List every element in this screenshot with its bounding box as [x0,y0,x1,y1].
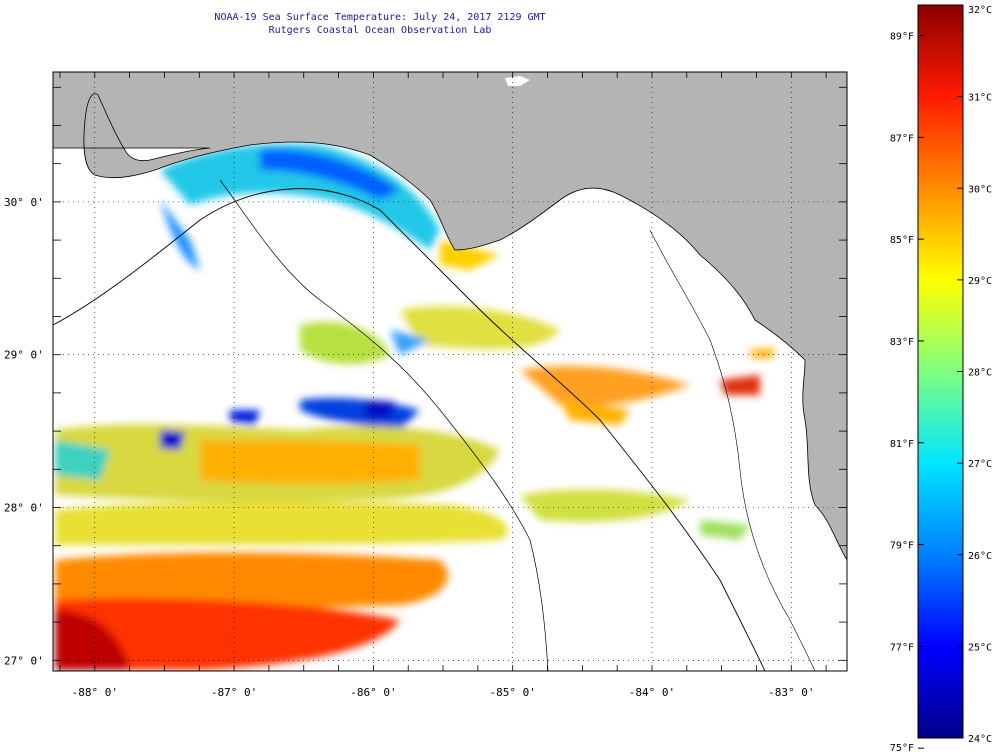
celsius-label: 29°C [968,276,992,287]
celsius-label: 27°C [968,459,992,470]
fahrenheit-label: 83°F [890,337,914,348]
bay-shape [505,76,530,86]
colorbar-scale [917,4,964,739]
fahrenheit-label: 85°F [890,235,914,246]
fahrenheit-label: 87°F [890,133,914,144]
graticule [53,72,847,671]
celsius-label: 24°C [968,734,992,745]
fahrenheit-label: 77°F [890,642,914,653]
celsius-label: 25°C [968,642,992,653]
lon-tick-label: -84° 0' [629,686,675,699]
fahrenheit-label: 89°F [890,32,914,43]
map-frame [52,71,848,672]
celsius-label: 30°C [968,184,992,195]
lon-tick-label: -88° 0' [72,686,118,699]
lon-tick-label: -86° 0' [350,686,396,699]
land-masses [53,72,847,561]
coast-contour [649,229,816,671]
bathymetry-contour [53,188,766,671]
latitude-labels: 30° 0' 29° 0' 28° 0' 27° 0' [4,196,44,667]
colorbar-labels: 32°C 31°C 30°C 29°C 28°C 27°C 26°C 25°C 24°C 89°F… [890,4,992,754]
lat-tick-label: 27° 0' [4,654,44,667]
lat-tick-label: 30° 0' [4,196,44,209]
celsius-label: 32°C [968,5,992,16]
celsius-label: 31°C [968,93,992,104]
map-subtitle: Rutgers Coastal Ocean Observation Lab [268,25,492,36]
lon-tick-label: -85° 0' [490,686,536,699]
celsius-label: 28°C [968,368,992,379]
lat-tick-label: 29° 0' [4,349,44,362]
lat-tick-label: 28° 0' [4,501,44,514]
fahrenheit-label: 79°F [890,541,914,552]
celsius-label: 26°C [968,551,992,562]
longitude-labels: -88° 0' -87° 0' -86° 0' -85° 0' -84° 0' -83° … [72,686,815,699]
lon-tick-label: -83° 0' [768,686,814,699]
map-title: NOAA-19 Sea Surface Temperature: July 24… [214,12,546,23]
lon-tick-label: -87° 0' [211,686,257,699]
bathymetry-contour-2 [219,179,549,671]
fahrenheit-label: 81°F [890,439,914,450]
sst-patches [55,143,775,670]
fahrenheit-label: 75°F [890,743,914,754]
